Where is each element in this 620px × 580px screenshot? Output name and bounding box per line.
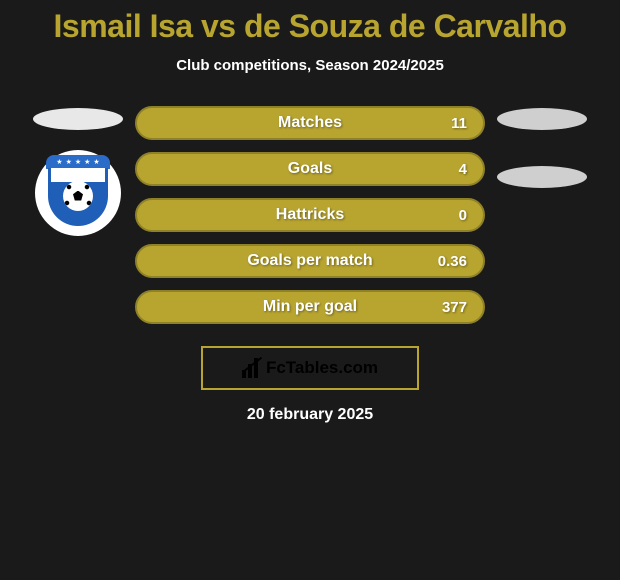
stat-label: Goals [288, 160, 332, 178]
stat-bar: Min per goal 377 [135, 290, 485, 324]
right-player-col [497, 106, 587, 188]
comparison-row: ★★★★★ Matches 11 Goals 4 Hattricks 0 Goals per… [0, 106, 620, 324]
crest-shield [48, 168, 108, 226]
stat-bar: Goals 4 [135, 152, 485, 186]
stat-value: 377 [442, 299, 467, 316]
brand-text: FcTables.com [266, 358, 378, 378]
stat-value: 0.36 [438, 253, 467, 270]
stat-label: Min per goal [263, 298, 357, 316]
stat-label: Goals per match [247, 252, 372, 270]
stat-bar: Matches 11 [135, 106, 485, 140]
stat-bar: Goals per match 0.36 [135, 244, 485, 278]
crest-stars: ★★★★★ [46, 155, 110, 169]
brand-chart-icon [242, 358, 262, 378]
stat-label: Hattricks [276, 206, 344, 224]
ball-icon [63, 181, 93, 211]
stats-column: Matches 11 Goals 4 Hattricks 0 Goals per match… [135, 106, 485, 324]
stat-label: Matches [278, 114, 342, 132]
subtitle: Club competitions, Season 2024/2025 [176, 57, 444, 74]
date-label: 20 february 2025 [247, 406, 373, 424]
brand-box: FcTables.com [201, 346, 419, 390]
player-photo-placeholder-left [33, 108, 123, 130]
player-photo-placeholder-right-2 [497, 166, 587, 188]
stat-value: 4 [459, 161, 467, 178]
player-photo-placeholder-right-1 [497, 108, 587, 130]
stat-bar: Hattricks 0 [135, 198, 485, 232]
stat-value: 11 [451, 115, 467, 132]
club-crest-left: ★★★★★ [35, 150, 121, 236]
stat-value: 0 [459, 207, 467, 224]
left-player-col: ★★★★★ [33, 106, 123, 236]
page-title: Ismail Isa vs de Souza de Carvalho [54, 8, 567, 45]
